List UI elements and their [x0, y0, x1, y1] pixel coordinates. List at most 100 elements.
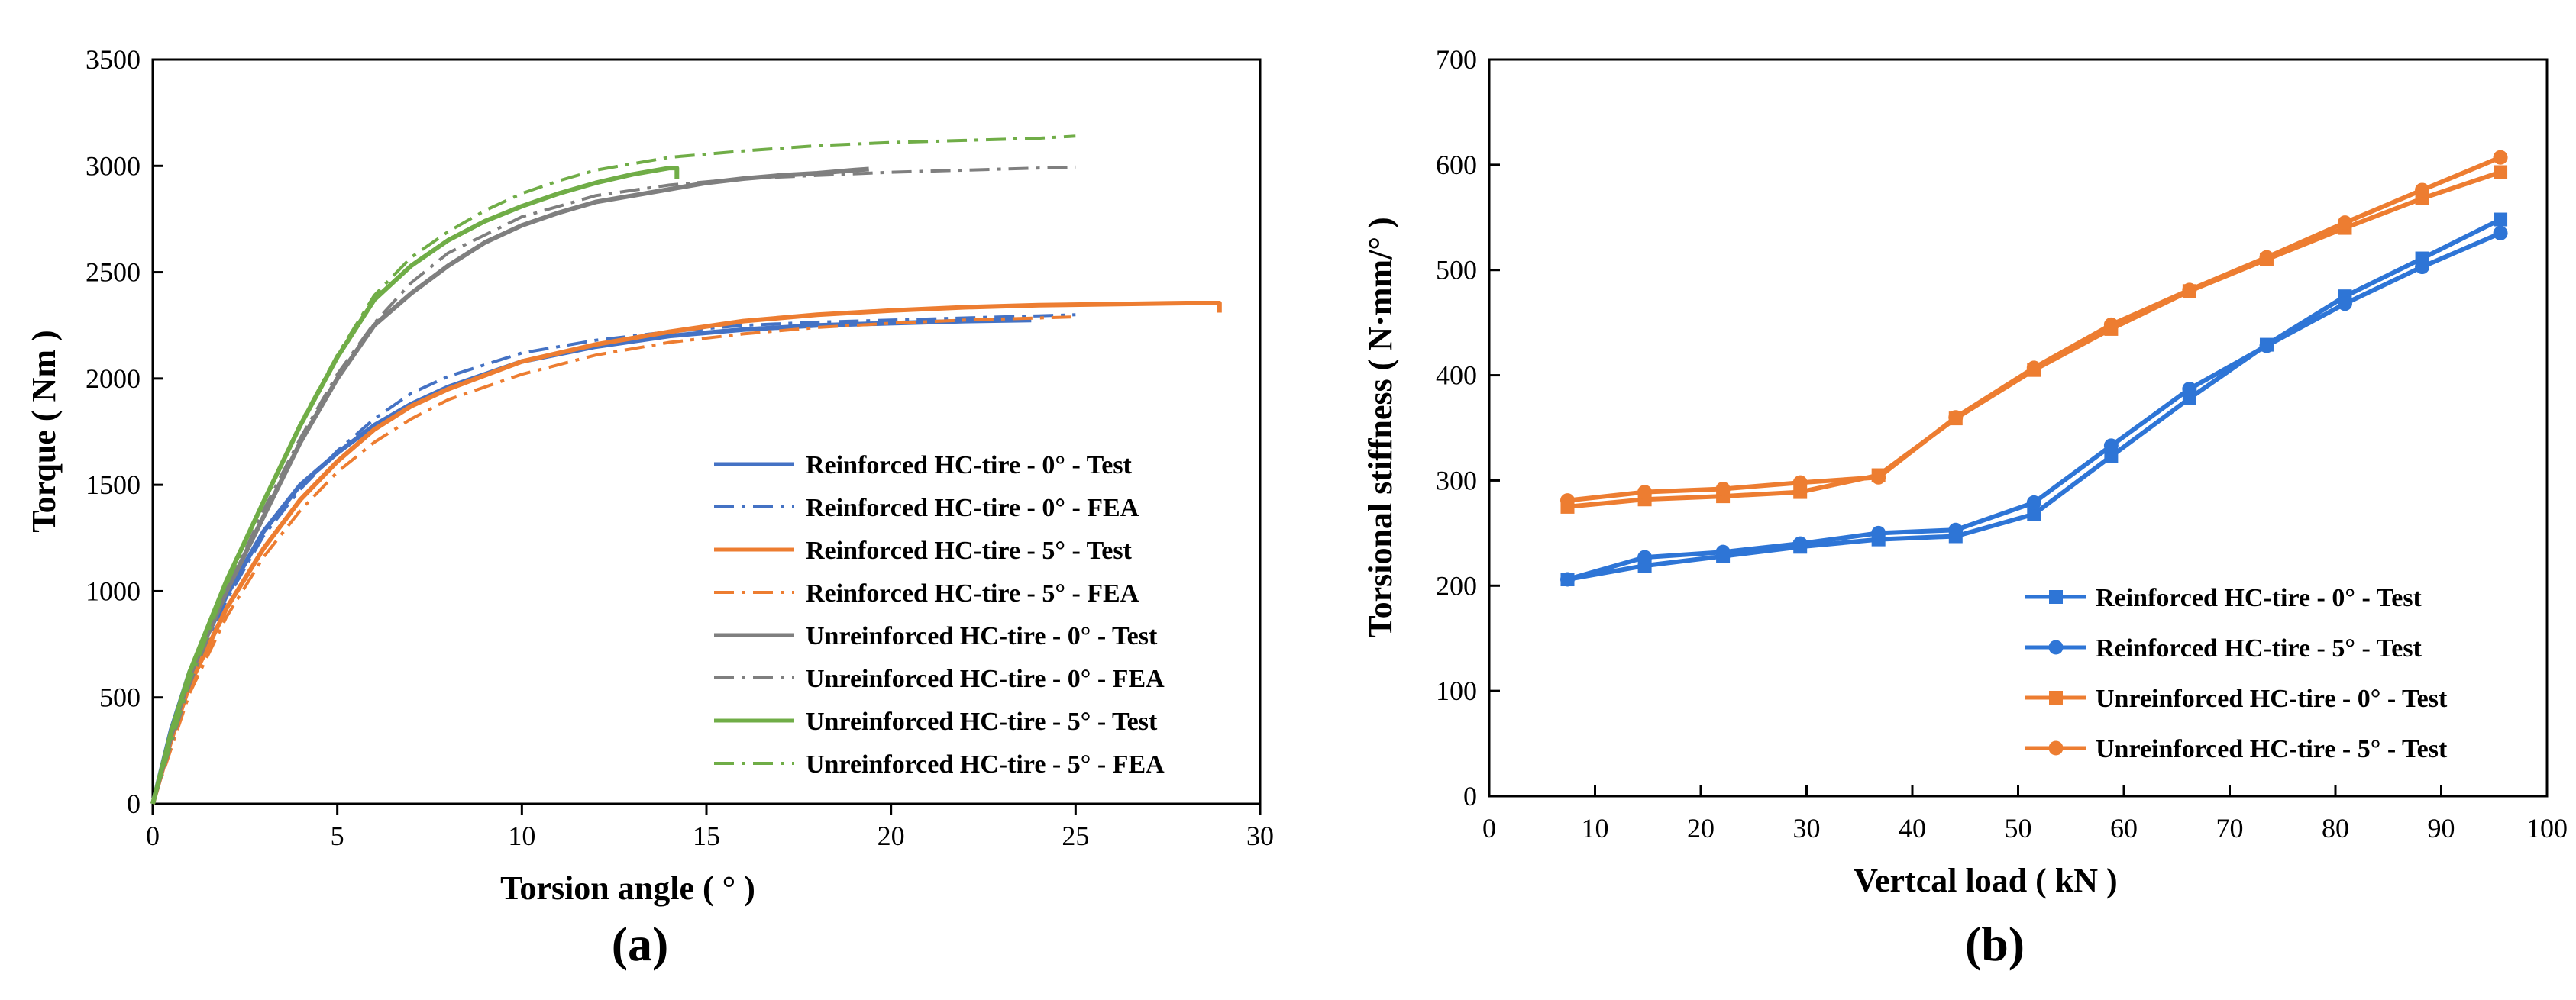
x-tick-label: 80: [2322, 813, 2349, 844]
series-line: [151, 165, 1076, 805]
x-tick-label: 100: [2526, 813, 2568, 844]
legend: Reinforced HC-tire - 0° - Test Reinforced…: [714, 451, 1165, 779]
y-tick-label: 0: [1463, 781, 1477, 811]
data-point-circle: [2493, 150, 2508, 165]
data-point-circle: [1637, 550, 1653, 565]
y-tick-label: 500: [1436, 255, 1477, 285]
data-point-circle: [1637, 485, 1653, 500]
y-tick-label: 400: [1436, 360, 1477, 391]
y-axis-title-a: Torque ( Nm ): [25, 330, 63, 532]
data-point-circle: [1559, 572, 1575, 587]
data-point-circle: [2182, 282, 2197, 298]
data-point-circle: [2026, 495, 2041, 510]
data-point-circle: [1871, 525, 1886, 540]
x-tick-label: 10: [1582, 813, 1609, 844]
y-tick-label: 0: [127, 789, 141, 819]
data-point-circle: [1871, 469, 1886, 485]
y-tick-label: 2000: [86, 363, 141, 394]
y-tick-label: 1500: [86, 469, 141, 500]
series-line: [1567, 169, 2502, 509]
data-point-square: [2027, 507, 2041, 521]
data-point-circle: [1559, 493, 1575, 508]
legend-label: Reinforced HC-tire - 0° - Test: [806, 451, 1133, 479]
legend-label: Unreinforced HC-tire - 0° - Test: [2096, 685, 2448, 713]
x-tick-label: 5: [331, 821, 344, 851]
legend-marker: [2049, 590, 2063, 604]
legend-label: Unreinforced HC-tire - 5° - FEA: [806, 750, 1165, 779]
y-tick-label: 3500: [86, 44, 141, 75]
legend: Reinforced HC-tire - 0° - Test Reinforced…: [2025, 584, 2448, 763]
legend-label: Unreinforced HC-tire - 0° - Test: [806, 622, 1158, 650]
data-point-square: [2104, 449, 2119, 463]
data-point-circle: [1948, 522, 1964, 537]
x-tick-label: 50: [2005, 813, 2032, 844]
x-axis-title-b: Vertcal load ( kN ): [1854, 862, 2117, 899]
data-point-circle: [2103, 438, 2119, 453]
x-tick-label: 15: [693, 821, 720, 851]
x-tick-label: 30: [1246, 821, 1274, 851]
data-point-circle: [1792, 475, 1808, 490]
series-line: [1566, 217, 2502, 582]
data-point-circle: [2026, 360, 2041, 376]
x-tick-label: 0: [146, 821, 160, 851]
series-line: [150, 166, 680, 805]
x-tick-label: 0: [1482, 813, 1496, 844]
x-tick-label: 20: [1687, 813, 1715, 844]
data-point-square: [2494, 165, 2508, 179]
legend-label: Unreinforced HC-tire - 0° - FEA: [806, 665, 1165, 693]
legend-label: Unreinforced HC-tire - 5° - Test: [806, 708, 1158, 736]
x-tick-label: 60: [2110, 813, 2138, 844]
y-tick-label: 600: [1436, 150, 1477, 180]
series-line: [151, 315, 1076, 805]
y-tick-label: 200: [1436, 570, 1477, 601]
legend-label: Reinforced HC-tire - 0° - FEA: [806, 494, 1139, 522]
x-tick-label: 30: [1793, 813, 1821, 844]
panel-label-a: (a): [612, 917, 669, 971]
y-tick-label: 500: [99, 682, 141, 713]
y-tick-label: 1000: [86, 576, 141, 606]
x-tick-label: 20: [878, 821, 905, 851]
legend-label: Unreinforced HC-tire - 5° - Test: [2096, 735, 2448, 763]
series-line: [151, 313, 1076, 805]
data-point-circle: [2259, 338, 2274, 353]
data-point-circle: [1715, 481, 1731, 496]
data-point-circle: [2337, 296, 2352, 311]
y-axis-title-b: Torsional stiffness ( N·mm/° ): [1362, 217, 1399, 637]
data-point-circle: [1792, 536, 1808, 551]
y-tick-label: 300: [1436, 465, 1477, 495]
legend-label: Reinforced HC-tire - 5° - Test: [2096, 634, 2422, 663]
x-tick-label: 40: [1899, 813, 1926, 844]
y-tick-label: 2500: [86, 257, 141, 288]
data-point-circle: [2259, 250, 2274, 265]
series-line: [1567, 155, 2502, 503]
data-point-square: [2494, 212, 2508, 227]
chart-stiffness-vs-load: 0 100 200 300 400 500 600 700 0 10 20 30 40 50 60 70 80 9…: [1362, 44, 2568, 971]
data-point-circle: [2103, 317, 2119, 332]
y-tick-label: 3000: [86, 150, 141, 181]
series-line: [1566, 231, 2502, 582]
y-tick-label: 100: [1436, 676, 1477, 706]
legend-label: Reinforced HC-tire - 5° - Test: [806, 537, 1133, 565]
x-tick-label: 70: [2216, 813, 2244, 844]
data-point-circle: [2182, 381, 2197, 396]
data-point-circle: [1948, 410, 1964, 425]
data-point-circle: [2415, 182, 2430, 198]
legend-marker: [2048, 740, 2064, 756]
chart-torque-vs-angle: 0 500 1000 1500 2000 2500 3000 3500 0 5 10 15 20 25 30…: [25, 44, 1274, 971]
panel-label-b: (b): [1965, 917, 2025, 971]
x-axis-title-a: Torsion angle ( ° ): [500, 869, 755, 907]
legend-label: Reinforced HC-tire - 5° - FEA: [806, 579, 1139, 608]
x-tick-label: 90: [2428, 813, 2455, 844]
x-tick-label: 25: [1062, 821, 1089, 851]
series-line: [150, 301, 1222, 805]
x-tick-label: 10: [508, 821, 535, 851]
legend-label: Reinforced HC-tire - 0° - Test: [2096, 584, 2422, 612]
data-point-circle: [2415, 260, 2430, 275]
data-point-circle: [2337, 215, 2352, 231]
series-line: [151, 134, 1076, 805]
legend-marker: [2048, 640, 2064, 655]
series-line: [150, 166, 869, 805]
y-tick-label: 700: [1436, 44, 1477, 75]
legend-marker: [2049, 691, 2063, 705]
